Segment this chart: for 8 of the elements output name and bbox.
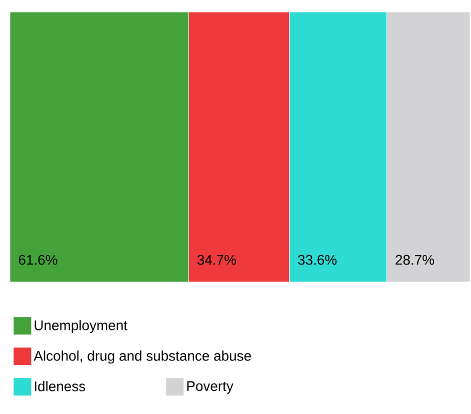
data-label: 61.6% [18, 254, 58, 265]
data-label: 34.7% [197, 254, 236, 265]
data-label: 28.7% [396, 254, 434, 265]
legend-label: Alcohol, drug and substance abuse [34, 350, 251, 364]
legend-label: Poverty [187, 381, 234, 394]
data-label: 33.6% [298, 254, 337, 265]
legend-label: Unemployment [34, 320, 128, 334]
legend-label: Idleness [34, 381, 86, 392]
